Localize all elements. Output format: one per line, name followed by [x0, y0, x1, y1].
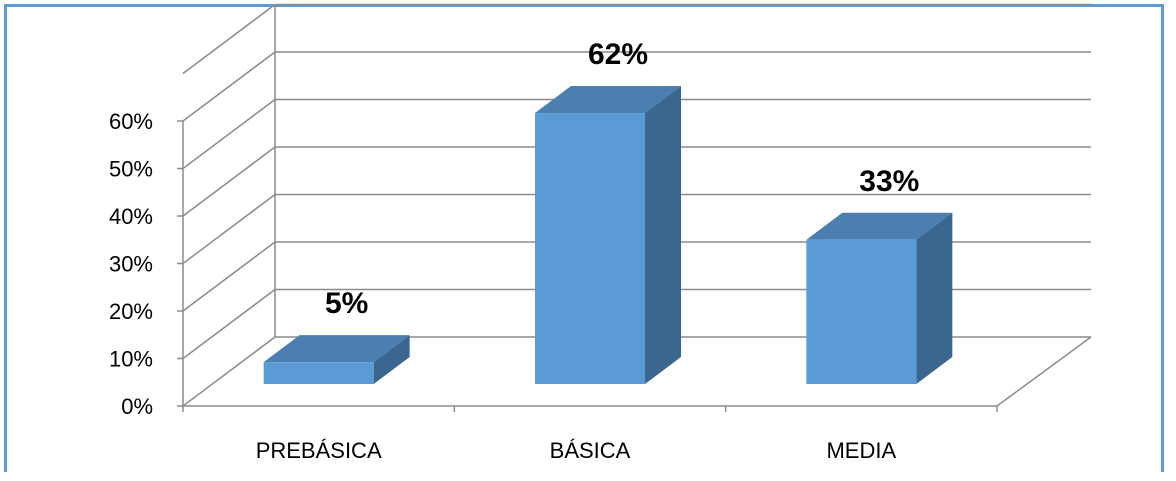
data-label: 62% — [588, 38, 648, 71]
gridline-diagonal — [182, 3, 276, 75]
data-labels: 5% 62% 33% — [325, 38, 919, 320]
gridline-diagonal — [182, 288, 276, 360]
gridline-diagonal — [182, 146, 276, 217]
y-axis: 0% 10% 20% 30% 40% 50% 60% — [109, 109, 183, 419]
y-tick-label: 50% — [109, 157, 153, 182]
bar-top — [263, 335, 410, 363]
bar-top — [806, 212, 953, 240]
y-tick-label: 30% — [109, 252, 153, 277]
gridline-diagonal — [182, 241, 276, 312]
bar-side — [373, 335, 410, 384]
bars — [263, 86, 953, 384]
x-category-label: MEDIA — [826, 438, 896, 463]
bar-front — [263, 362, 374, 384]
gridlines — [182, 3, 1091, 407]
y-tick-label: 20% — [109, 299, 153, 324]
bar-front — [535, 113, 645, 384]
y-tick-label: 60% — [109, 109, 153, 134]
y-tick-label: 0% — [121, 394, 153, 419]
y-tick-label: 10% — [109, 347, 153, 372]
data-label: 33% — [859, 165, 919, 198]
gridline-diagonal — [182, 336, 276, 407]
bar — [806, 212, 953, 384]
bar-top — [535, 86, 681, 114]
x-category-label: PREBÁSICA — [256, 438, 382, 463]
bar — [263, 335, 410, 384]
gridline-diagonal — [182, 193, 276, 265]
bar — [535, 86, 681, 384]
bar-side — [645, 86, 681, 384]
gridline-diagonal — [182, 51, 276, 122]
floor-edge — [996, 336, 1092, 407]
x-category-label: BÁSICA — [550, 438, 631, 463]
y-tick-label: 40% — [109, 204, 153, 229]
gridline-diagonal — [182, 98, 276, 170]
data-label: 5% — [325, 287, 368, 320]
bar-side — [916, 212, 953, 384]
x-axis: PREBÁSICA BÁSICA MEDIA — [182, 406, 998, 463]
bar-front — [806, 239, 917, 384]
